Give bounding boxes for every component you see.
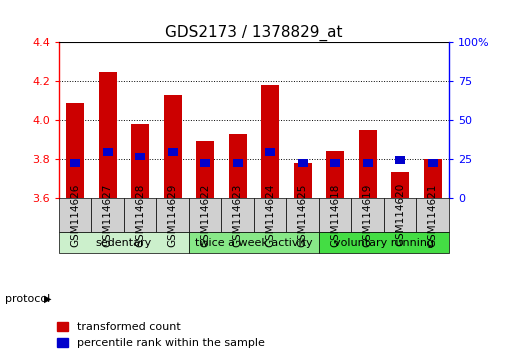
- Text: GSM114621: GSM114621: [428, 183, 438, 246]
- Text: GSM114618: GSM114618: [330, 183, 340, 246]
- Bar: [395, 156, 405, 164]
- Bar: [124, 198, 156, 232]
- Text: voluntary running: voluntary running: [334, 238, 434, 247]
- Bar: [265, 148, 275, 156]
- Text: GSM114624: GSM114624: [265, 183, 275, 246]
- Bar: [330, 159, 340, 167]
- Text: GSM114625: GSM114625: [298, 183, 308, 246]
- Text: ▶: ▶: [44, 294, 51, 304]
- Bar: [103, 148, 113, 156]
- Text: protocol: protocol: [5, 294, 50, 304]
- Bar: [319, 232, 449, 253]
- Bar: [59, 198, 91, 232]
- Bar: [384, 198, 417, 232]
- Bar: [326, 151, 344, 198]
- Text: GSM114623: GSM114623: [233, 183, 243, 246]
- Text: GSM114619: GSM114619: [363, 183, 372, 246]
- Bar: [298, 159, 307, 167]
- Bar: [135, 153, 145, 160]
- Bar: [59, 232, 189, 253]
- Text: GSM114620: GSM114620: [395, 183, 405, 246]
- Bar: [70, 159, 80, 167]
- Bar: [428, 159, 438, 167]
- Bar: [351, 198, 384, 232]
- Bar: [363, 159, 372, 167]
- Text: GSM114629: GSM114629: [168, 183, 177, 246]
- Bar: [99, 72, 116, 198]
- Text: twice a week activity: twice a week activity: [195, 238, 313, 247]
- Bar: [229, 134, 247, 198]
- Bar: [417, 198, 449, 232]
- Bar: [286, 198, 319, 232]
- Bar: [131, 124, 149, 198]
- Text: sedentary: sedentary: [96, 238, 152, 247]
- Bar: [200, 159, 210, 167]
- Title: GDS2173 / 1378829_at: GDS2173 / 1378829_at: [165, 25, 343, 41]
- Text: GSM114628: GSM114628: [135, 183, 145, 246]
- Legend: transformed count, percentile rank within the sample: transformed count, percentile rank withi…: [57, 322, 265, 348]
- Text: GSM114622: GSM114622: [200, 183, 210, 246]
- Bar: [319, 198, 351, 232]
- Bar: [91, 198, 124, 232]
- Bar: [359, 130, 377, 198]
- Bar: [233, 159, 243, 167]
- Bar: [391, 172, 409, 198]
- Bar: [189, 198, 222, 232]
- Text: GSM114627: GSM114627: [103, 183, 113, 246]
- Bar: [156, 198, 189, 232]
- Bar: [261, 85, 279, 198]
- Bar: [164, 95, 182, 198]
- Bar: [424, 159, 442, 198]
- Bar: [254, 198, 286, 232]
- Bar: [66, 103, 84, 198]
- Text: GSM114626: GSM114626: [70, 183, 80, 246]
- Bar: [222, 198, 254, 232]
- Bar: [168, 148, 177, 156]
- Bar: [294, 163, 311, 198]
- Bar: [196, 141, 214, 198]
- Bar: [189, 232, 319, 253]
